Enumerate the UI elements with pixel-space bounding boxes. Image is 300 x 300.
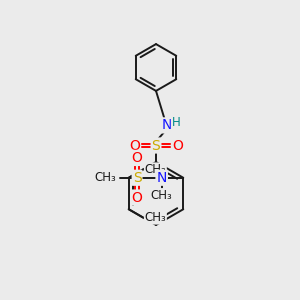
Text: H: H [172, 116, 181, 129]
Text: CH₃: CH₃ [94, 171, 116, 184]
Text: O: O [172, 139, 183, 152]
Text: CH₃: CH₃ [145, 211, 166, 224]
Text: S: S [152, 139, 160, 152]
Text: O: O [129, 139, 140, 152]
Text: CH₃: CH₃ [145, 163, 166, 176]
Text: S: S [133, 171, 142, 185]
Text: N: N [161, 118, 172, 132]
Text: CH₃: CH₃ [151, 189, 172, 202]
Text: N: N [157, 171, 167, 185]
Text: O: O [132, 151, 142, 165]
Text: O: O [132, 190, 142, 205]
